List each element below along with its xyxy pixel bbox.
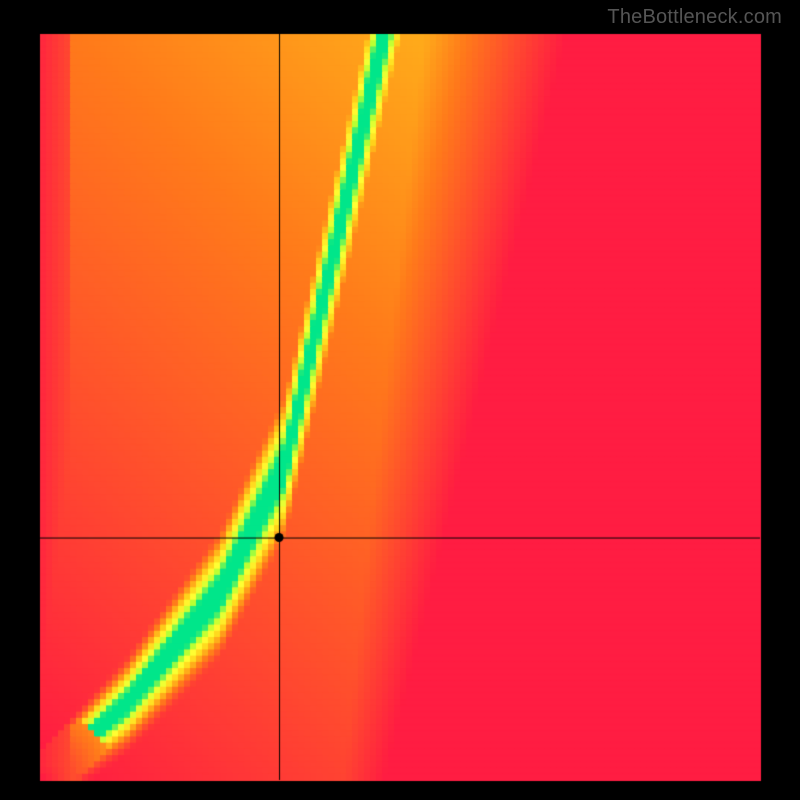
watermark-text: TheBottleneck.com: [607, 6, 782, 29]
chart-container: TheBottleneck.com: [0, 0, 800, 800]
bottleneck-heatmap: [0, 0, 800, 800]
